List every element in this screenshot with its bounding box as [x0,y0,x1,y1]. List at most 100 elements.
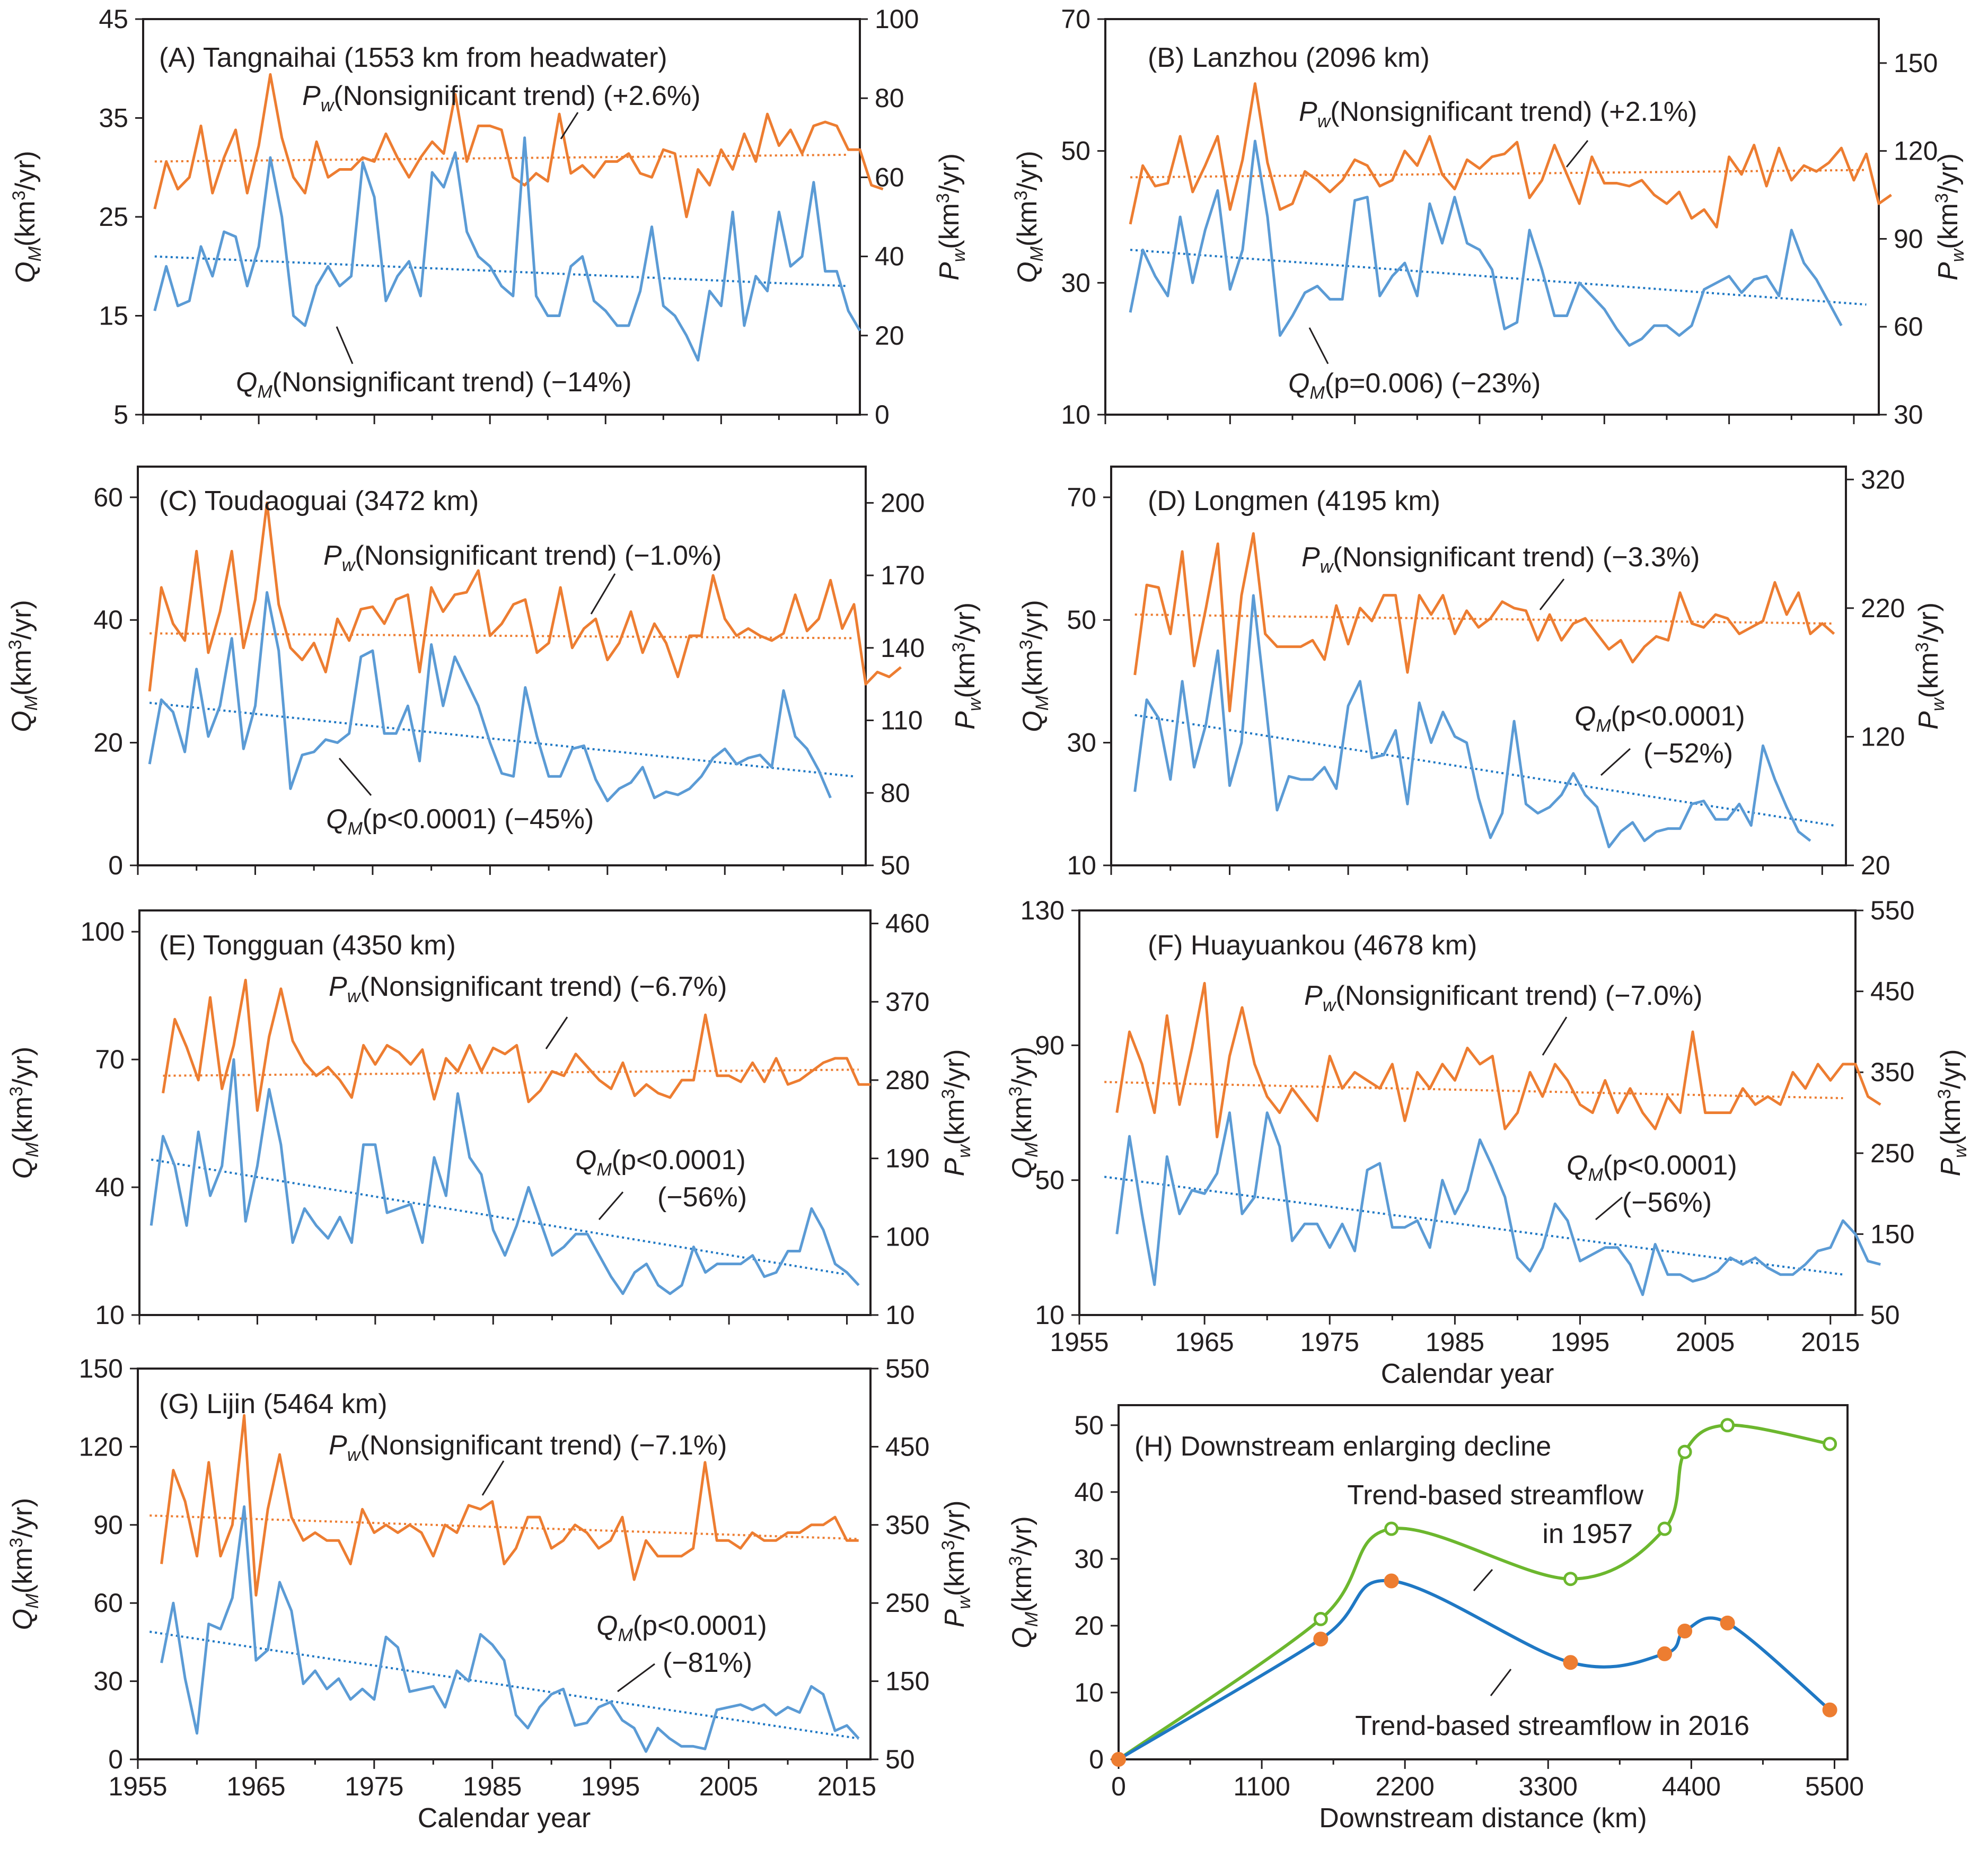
x-tick-label: 1995 [1551,1327,1609,1357]
qm-annotation: QM(p<0.0001) (−45%) [326,804,594,839]
pw-trend-line [154,153,849,163]
x-axis-label: Calendar year [1381,1358,1554,1389]
y-left-tick-label: 50 [1061,136,1090,166]
panel-b: 10 30 50 70 30 60 90 120 150 QM(km3/yr) Pw(km3/yr)… [1011,4,1968,430]
y-right-tick-label: 80 [881,778,910,808]
y-right-tick-label: 170 [881,560,925,590]
panel-a: 515253545020406080100QM(km3/yr)Pw(km3/yr… [9,4,969,430]
y-left-tick-label: 25 [99,202,128,232]
y-right-axis-label: Pw(km3/yr) [949,602,985,730]
y-right-tick-label: 20 [875,321,904,350]
point-1957 [1384,1521,1399,1536]
x-tick-label: 2005 [699,1772,758,1801]
x-tick-label: 1965 [1175,1327,1234,1357]
point-2016 [1313,1632,1329,1647]
qm-series-line [1115,1111,1881,1296]
y-right-tick-label: 150 [885,1667,929,1696]
pw-series-line [160,1414,859,1597]
series-2016-line [1118,1579,1831,1761]
x-tick-label: 1955 [108,1772,167,1801]
point-2016 [1720,1615,1735,1631]
y-right-tick-label: 370 [885,987,929,1016]
y-tick-label: 30 [1074,1544,1104,1574]
y-left-tick-label: 90 [93,1510,123,1540]
y-left-tick-label: 0 [108,851,123,880]
y-right-tick-label: 350 [885,1510,929,1540]
qm-trend-line [1134,714,1834,827]
y-right-axis-label: Pw(km3/yr) [1934,1049,1971,1177]
y-right-tick-label: 100 [885,1222,929,1251]
y-right-tick-label: 450 [885,1432,929,1461]
y-left-tick-label: 40 [93,605,123,635]
y-right-tick-label: 450 [1870,977,1914,1006]
panels-group: 515253545020406080100QM(km3/yr)Pw(km3/yr… [5,4,1971,1834]
x-tick-label: 4400 [1662,1772,1721,1801]
panel-title: (G) Lijin (5464 km) [159,1389,388,1419]
point-2016 [1677,1624,1693,1639]
y-tick-label: 20 [1074,1611,1104,1641]
y-right-axis-label: Pw(km3/yr) [1932,153,1968,281]
x-tick-label: 1100 [1233,1772,1290,1801]
qm-annotation: QM(p<0.0001) [1574,701,1745,736]
point-2016 [1384,1573,1399,1589]
qm-annotation-percent: (−56%) [657,1182,747,1213]
qm-annotation: QM(p=0.006) (−23%) [1288,368,1541,403]
qm-series-line [1129,139,1843,347]
y-right-axis-label: Pw(km3/yr) [933,153,969,281]
label-2016: Trend-based streamflow in 2016 [1355,1711,1749,1741]
y-left-tick-label: 100 [81,917,125,946]
qm-trend-line [1130,249,1867,306]
x-tick-label: 1955 [1050,1327,1109,1357]
pw-leader-line [590,573,616,615]
y-tick-label: 40 [1074,1477,1104,1507]
y-right-tick-label: 550 [885,1354,929,1383]
plot-frame [1104,18,1880,416]
qm-series-line [153,136,861,362]
y-right-tick-label: 200 [881,488,925,518]
qm-annotation: QM(Nonsignificant trend) (−14%) [236,367,632,402]
point-1957 [1823,1436,1837,1451]
y-right-tick-label: 50 [881,851,910,880]
y-right-tick-label: 460 [885,909,929,939]
y-tick-label: 10 [1074,1678,1104,1707]
y-right-tick-label: 320 [1861,464,1905,494]
y-left-tick-label: 150 [79,1354,123,1383]
qm-annotation: QM(p<0.0001) [1567,1150,1737,1185]
qm-annotation: QM(p<0.0001) [596,1610,767,1645]
y-right-tick-label: 140 [881,633,925,663]
qm-leader-line [617,1663,655,1693]
y-right-tick-label: 190 [885,1144,929,1173]
qm-leader-line [338,758,372,796]
panel-f: 1955 1965 1975 1985 1995 2005 2015 Calendar yea… [1006,896,1971,1389]
y-axis-label: QM(km3/yr) [1006,1516,1042,1648]
y-left-tick-label: 70 [1061,4,1090,34]
qm-leader-line [1595,1196,1623,1221]
y-left-tick-label: 70 [95,1045,125,1074]
y-tick-label: 0 [1089,1745,1104,1774]
y-right-axis-label: Pw(km3/yr) [938,1501,974,1628]
point-1957 [1720,1418,1735,1433]
y-right-tick-label: 250 [1870,1138,1914,1168]
panel-c: 0 20 40 60 50 80 110 140 170 200 QM(km3/yr) Pw(km3/… [5,466,985,880]
point-1957 [1313,1611,1328,1626]
label-1957-line2: in 1957 [1542,1519,1633,1549]
y-right-tick-label: 150 [1870,1219,1914,1249]
x-tick-label: 1985 [1426,1327,1484,1357]
qm-leader-line [1308,327,1329,364]
y-left-tick-label: 20 [93,728,123,758]
pw-trend-line [1104,1081,1843,1100]
y-left-tick-label: 50 [1035,1165,1065,1195]
qm-series-line [149,1058,860,1295]
pw-annotation: Pw(Nonsignificant trend) (−3.3%) [1301,542,1700,577]
y-right-tick-label: 90 [1894,224,1923,253]
point-2016 [1111,1752,1126,1767]
y-left-tick-label: 15 [99,301,128,331]
qm-annotation-percent: (−52%) [1643,738,1733,769]
qm-annotation-percent: (−81%) [663,1647,752,1678]
y-left-axis-label: QM(km3/yr) [6,1498,42,1630]
y-right-tick-label: 20 [1861,851,1890,880]
y-right-tick-label: 220 [1861,593,1905,623]
plot-frame [137,466,867,866]
